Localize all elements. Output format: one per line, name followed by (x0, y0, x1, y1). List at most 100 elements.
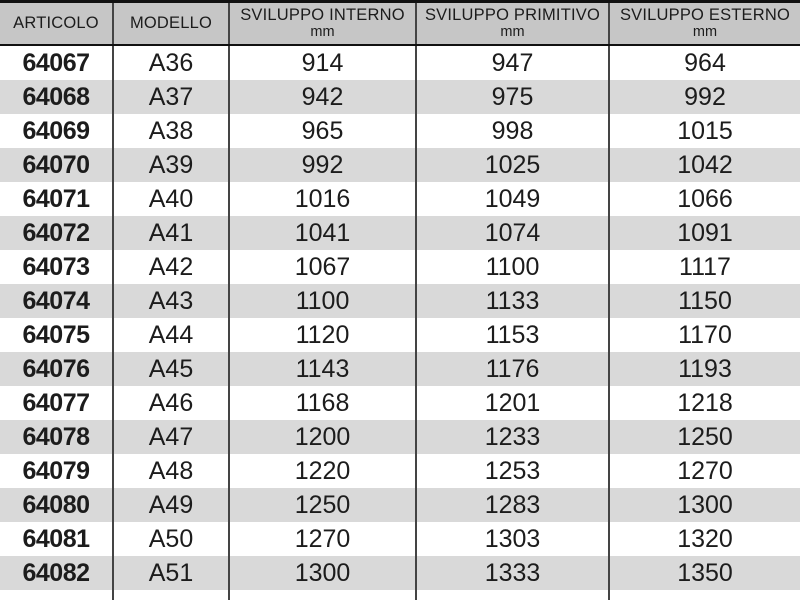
cell-sviluppo-esterno: 1117 (608, 250, 800, 284)
cell-sviluppo-esterno: 1350 (608, 556, 800, 590)
cell-sviluppo-primitivo: 998 (415, 114, 608, 148)
cell-sviluppo-primitivo: 1303 (415, 522, 608, 556)
cell-articolo: 64069 (22, 116, 90, 145)
cell-sviluppo-interno: 1120 (228, 318, 415, 352)
cell-sviluppo-primitivo: 1253 (415, 454, 608, 488)
cell-modello: A50 (112, 522, 228, 556)
table-row: 64074 A43 1100 1133 1150 (0, 284, 800, 318)
cell-articolo: 64075 (22, 320, 90, 349)
table-row: 64073 A42 1067 1100 1117 (0, 250, 800, 284)
cell-sviluppo-esterno: 1218 (608, 386, 800, 420)
cell-sviluppo-interno: 942 (228, 80, 415, 114)
table-row: 64076 A45 1143 1176 1193 (0, 352, 800, 386)
table-row: 64072 A41 1041 1074 1091 (0, 216, 800, 250)
cell-modello: A47 (112, 420, 228, 454)
cell-sviluppo-interno: 1067 (228, 250, 415, 284)
cell-sviluppo-primitivo: 1025 (415, 148, 608, 182)
cell-modello: A38 (112, 114, 228, 148)
cell-sviluppo-esterno: 1150 (608, 284, 800, 318)
cell-sviluppo-primitivo: 1133 (415, 284, 608, 318)
cell-articolo: 64077 (22, 388, 90, 417)
cell-articolo: 64081 (22, 524, 90, 553)
cell-empty (112, 590, 228, 600)
cell-empty (0, 590, 112, 600)
cell-sviluppo-primitivo: 1074 (415, 216, 608, 250)
cell-sviluppo-esterno: 1042 (608, 148, 800, 182)
header-modello: MODELLO (112, 3, 228, 44)
cell-articolo: 64074 (22, 286, 90, 315)
header-label: SVILUPPO INTERNO (240, 5, 405, 24)
cell-modello: A46 (112, 386, 228, 420)
cell-sviluppo-interno: 1100 (228, 284, 415, 318)
cell-modello: A48 (112, 454, 228, 488)
cell-sviluppo-primitivo: 1153 (415, 318, 608, 352)
cell-sviluppo-primitivo: 1333 (415, 556, 608, 590)
cell-articolo: 64072 (22, 218, 90, 247)
cell-sviluppo-interno: 965 (228, 114, 415, 148)
cell-sviluppo-primitivo: 1283 (415, 488, 608, 522)
cell-empty (415, 590, 608, 600)
header-articolo: ARTICOLO (0, 3, 112, 44)
cell-sviluppo-esterno: 1066 (608, 182, 800, 216)
header-unit: mm (692, 24, 718, 41)
cell-modello: A39 (112, 148, 228, 182)
cell-empty (228, 590, 415, 600)
cell-sviluppo-esterno: 1091 (608, 216, 800, 250)
cell-sviluppo-esterno: 964 (608, 46, 800, 80)
cell-articolo: 64073 (22, 252, 90, 281)
cell-sviluppo-interno: 914 (228, 46, 415, 80)
cell-sviluppo-primitivo: 975 (415, 80, 608, 114)
cell-sviluppo-interno: 1200 (228, 420, 415, 454)
header-sviluppo-primitivo: SVILUPPO PRIMITIVO mm (415, 3, 608, 44)
cell-modello: A42 (112, 250, 228, 284)
partial-row (0, 590, 800, 600)
cell-sviluppo-interno: 1270 (228, 522, 415, 556)
header-unit: mm (500, 24, 525, 41)
cell-articolo: 64067 (22, 48, 90, 77)
cell-sviluppo-esterno: 1193 (608, 352, 800, 386)
cell-sviluppo-primitivo: 1176 (415, 352, 608, 386)
table-row: 64082 A51 1300 1333 1350 (0, 556, 800, 590)
cell-articolo: 64078 (22, 422, 90, 451)
cell-sviluppo-esterno: 1300 (608, 488, 800, 522)
cell-sviluppo-interno: 1041 (228, 216, 415, 250)
cell-sviluppo-esterno: 1015 (608, 114, 800, 148)
cell-sviluppo-interno: 1300 (228, 556, 415, 590)
cell-sviluppo-primitivo: 1201 (415, 386, 608, 420)
cell-sviluppo-esterno: 992 (608, 80, 800, 114)
header-label: SVILUPPO PRIMITIVO (424, 5, 601, 24)
table-row: 64075 A44 1120 1153 1170 (0, 318, 800, 352)
table-row: 64081 A50 1270 1303 1320 (0, 522, 800, 556)
header-sviluppo-esterno: SVILUPPO ESTERNO mm (608, 3, 800, 44)
table-row: 64070 A39 992 1025 1042 (0, 148, 800, 182)
cell-modello: A43 (112, 284, 228, 318)
table-header: ARTICOLO MODELLO SVILUPPO INTERNO mm SVI… (0, 3, 800, 46)
cell-sviluppo-interno: 1250 (228, 488, 415, 522)
cell-sviluppo-primitivo: 1233 (415, 420, 608, 454)
cell-articolo: 64068 (22, 82, 90, 111)
table-row: 64077 A46 1168 1201 1218 (0, 386, 800, 420)
header-sviluppo-interno: SVILUPPO INTERNO mm (228, 3, 415, 44)
cell-modello: A40 (112, 182, 228, 216)
cell-sviluppo-interno: 1143 (228, 352, 415, 386)
cell-modello: A44 (112, 318, 228, 352)
cell-sviluppo-esterno: 1320 (608, 522, 800, 556)
header-label: ARTICOLO (13, 13, 99, 32)
cell-sviluppo-primitivo: 947 (415, 46, 608, 80)
cell-sviluppo-primitivo: 1049 (415, 182, 608, 216)
cell-articolo: 64071 (22, 184, 90, 213)
cell-sviluppo-interno: 1016 (228, 182, 415, 216)
cell-modello: A45 (112, 352, 228, 386)
cell-sviluppo-esterno: 1250 (608, 420, 800, 454)
cell-modello: A51 (112, 556, 228, 590)
cell-modello: A37 (112, 80, 228, 114)
table-row: 64078 A47 1200 1233 1250 (0, 420, 800, 454)
cell-sviluppo-interno: 1220 (228, 454, 415, 488)
cell-sviluppo-esterno: 1270 (608, 454, 800, 488)
table-row: 64069 A38 965 998 1015 (0, 114, 800, 148)
cell-articolo: 64079 (22, 456, 90, 485)
header-unit: mm (310, 24, 335, 41)
cell-articolo: 64070 (22, 150, 90, 179)
cell-articolo: 64082 (22, 558, 90, 587)
